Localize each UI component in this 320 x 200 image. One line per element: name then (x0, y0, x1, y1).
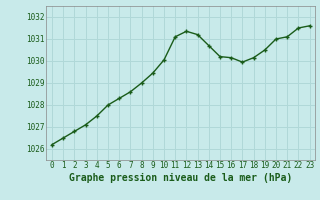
X-axis label: Graphe pression niveau de la mer (hPa): Graphe pression niveau de la mer (hPa) (69, 173, 292, 183)
